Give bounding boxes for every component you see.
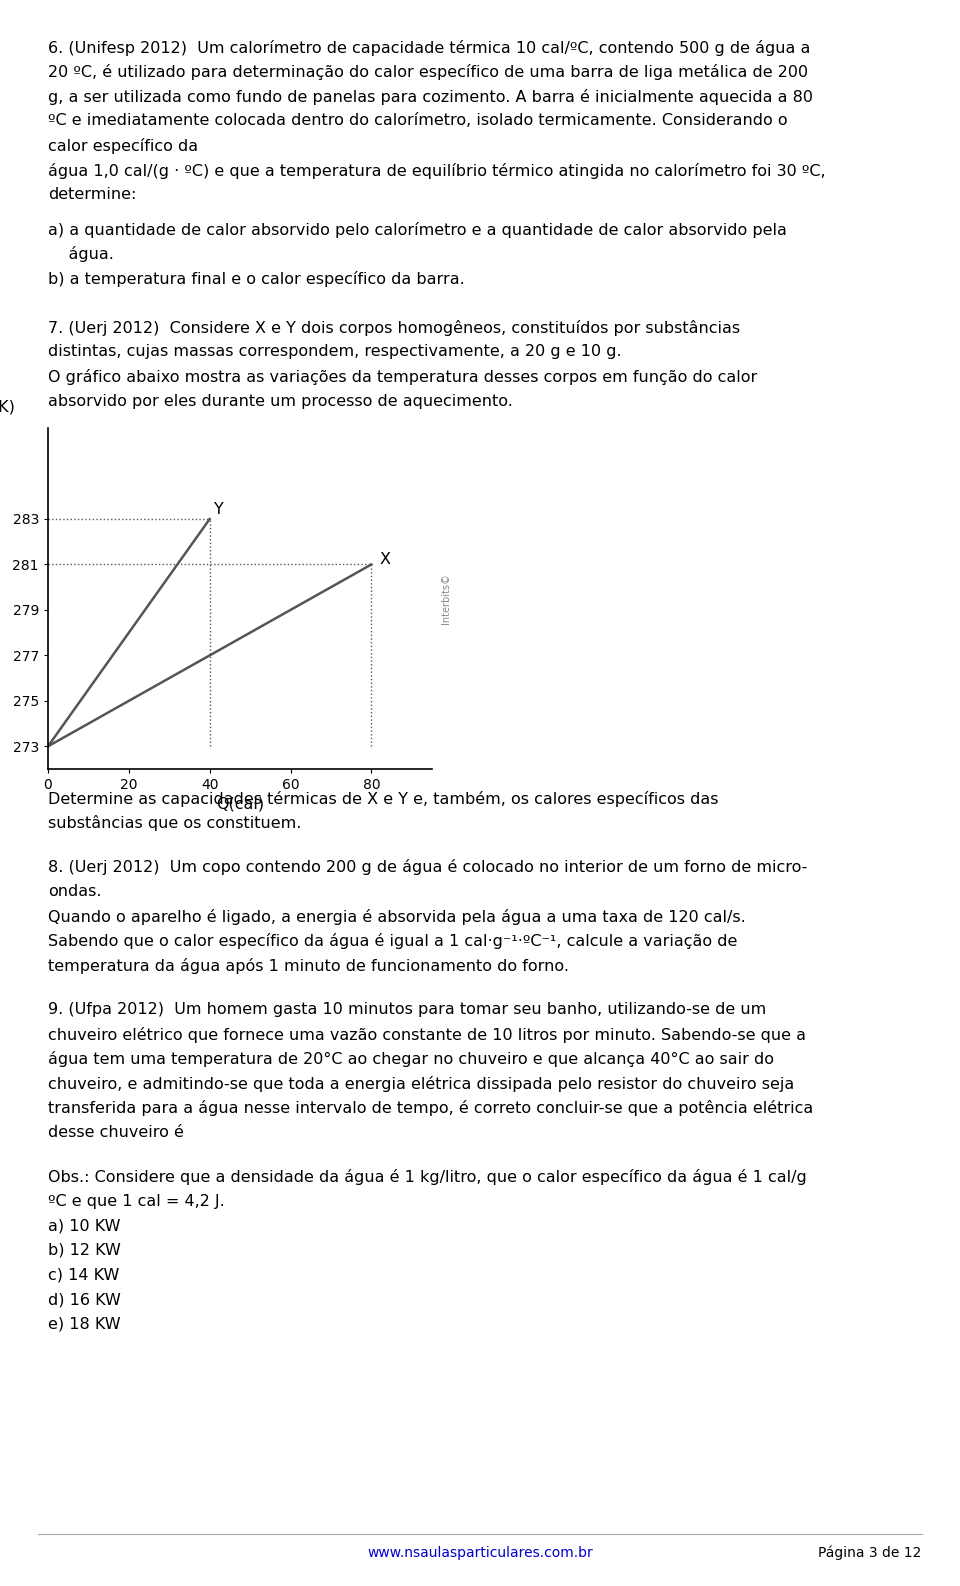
Text: chuveiro elétrico que fornece uma vazão constante de 10 litros por minuto. Saben: chuveiro elétrico que fornece uma vazão … bbox=[48, 1026, 806, 1042]
Text: Interbits©: Interbits© bbox=[442, 573, 451, 623]
Text: b) 12 KW: b) 12 KW bbox=[48, 1243, 121, 1258]
Text: 7. (Uerj 2012)  Considere X e Y dois corpos homogêneos, constituídos por substân: 7. (Uerj 2012) Considere X e Y dois corp… bbox=[48, 320, 740, 336]
Text: água.: água. bbox=[48, 246, 114, 262]
Text: O gráfico abaixo mostra as variações da temperatura desses corpos em função do c: O gráfico abaixo mostra as variações da … bbox=[48, 370, 757, 385]
Y-axis label: T(K): T(K) bbox=[0, 400, 14, 414]
Text: temperatura da água após 1 minuto de funcionamento do forno.: temperatura da água após 1 minuto de fun… bbox=[48, 958, 569, 974]
Text: ºC e imediatamente colocada dentro do calorímetro, isolado termicamente. Conside: ºC e imediatamente colocada dentro do ca… bbox=[48, 114, 787, 128]
Text: g, a ser utilizada como fundo de panelas para cozimento. A barra é inicialmente : g, a ser utilizada como fundo de panelas… bbox=[48, 89, 813, 105]
Text: a) 10 KW: a) 10 KW bbox=[48, 1218, 121, 1234]
Text: a) a quantidade de calor absorvido pelo calorímetro e a quantidade de calor abso: a) a quantidade de calor absorvido pelo … bbox=[48, 222, 787, 238]
Text: Sabendo que o calor específico da água é igual a 1 cal·g⁻¹·ºC⁻¹, calcule a varia: Sabendo que o calor específico da água é… bbox=[48, 933, 737, 948]
Text: distintas, cujas massas correspondem, respectivamente, a 20 g e 10 g.: distintas, cujas massas correspondem, re… bbox=[48, 344, 622, 360]
Text: desse chuveiro é: desse chuveiro é bbox=[48, 1124, 184, 1140]
Text: substâncias que os constituem.: substâncias que os constituem. bbox=[48, 815, 301, 831]
Text: www.nsaulasparticulares.com.br: www.nsaulasparticulares.com.br bbox=[367, 1546, 593, 1559]
Text: absorvido por eles durante um processo de aquecimento.: absorvido por eles durante um processo d… bbox=[48, 393, 513, 409]
Text: Determine as capacidades térmicas de X e Y e, também, os calores específicos das: Determine as capacidades térmicas de X e… bbox=[48, 790, 718, 807]
Text: b) a temperatura final e o calor específico da barra.: b) a temperatura final e o calor específ… bbox=[48, 271, 465, 287]
Text: 8. (Uerj 2012)  Um copo contendo 200 g de água é colocado no interior de um forn: 8. (Uerj 2012) Um copo contendo 200 g de… bbox=[48, 860, 807, 875]
Text: Quando o aparelho é ligado, a energia é absorvida pela água a uma taxa de 120 ca: Quando o aparelho é ligado, a energia é … bbox=[48, 909, 746, 925]
Text: calor específico da: calor específico da bbox=[48, 138, 198, 154]
Text: chuveiro, e admitindo-se que toda a energia elétrica dissipada pelo resistor do : chuveiro, e admitindo-se que toda a ener… bbox=[48, 1075, 794, 1091]
Text: c) 14 KW: c) 14 KW bbox=[48, 1267, 119, 1283]
Text: 20 ºC, é utilizado para determinação do calor específico de uma barra de liga me: 20 ºC, é utilizado para determinação do … bbox=[48, 63, 808, 81]
Text: X: X bbox=[379, 552, 391, 568]
Text: Y: Y bbox=[214, 503, 224, 517]
Text: 9. (Ufpa 2012)  Um homem gasta 10 minutos para tomar seu banho, utilizando-se de: 9. (Ufpa 2012) Um homem gasta 10 minutos… bbox=[48, 1002, 766, 1017]
Text: d) 16 KW: d) 16 KW bbox=[48, 1293, 121, 1307]
Text: determine:: determine: bbox=[48, 187, 136, 201]
Text: 6. (Unifesp 2012)  Um calorímetro de capacidade térmica 10 cal/ºC, contendo 500 : 6. (Unifesp 2012) Um calorímetro de capa… bbox=[48, 40, 810, 56]
Text: água 1,0 cal/(g · ºC) e que a temperatura de equilíbrio térmico atingida no calo: água 1,0 cal/(g · ºC) e que a temperatur… bbox=[48, 163, 826, 179]
Text: ondas.: ondas. bbox=[48, 883, 102, 899]
Text: Página 3 de 12: Página 3 de 12 bbox=[818, 1545, 922, 1561]
Text: Obs.: Considere que a densidade da água é 1 kg/litro, que o calor específico da : Obs.: Considere que a densidade da água … bbox=[48, 1169, 806, 1185]
X-axis label: Q(cal): Q(cal) bbox=[216, 796, 264, 812]
Text: ºC e que 1 cal = 4,2 J.: ºC e que 1 cal = 4,2 J. bbox=[48, 1194, 225, 1209]
Text: transferida para a água nesse intervalo de tempo, é correto concluir-se que a po: transferida para a água nesse intervalo … bbox=[48, 1101, 813, 1117]
Text: e) 18 KW: e) 18 KW bbox=[48, 1316, 121, 1332]
Text: água tem uma temperatura de 20°C ao chegar no chuveiro e que alcança 40°C ao sai: água tem uma temperatura de 20°C ao cheg… bbox=[48, 1052, 774, 1067]
